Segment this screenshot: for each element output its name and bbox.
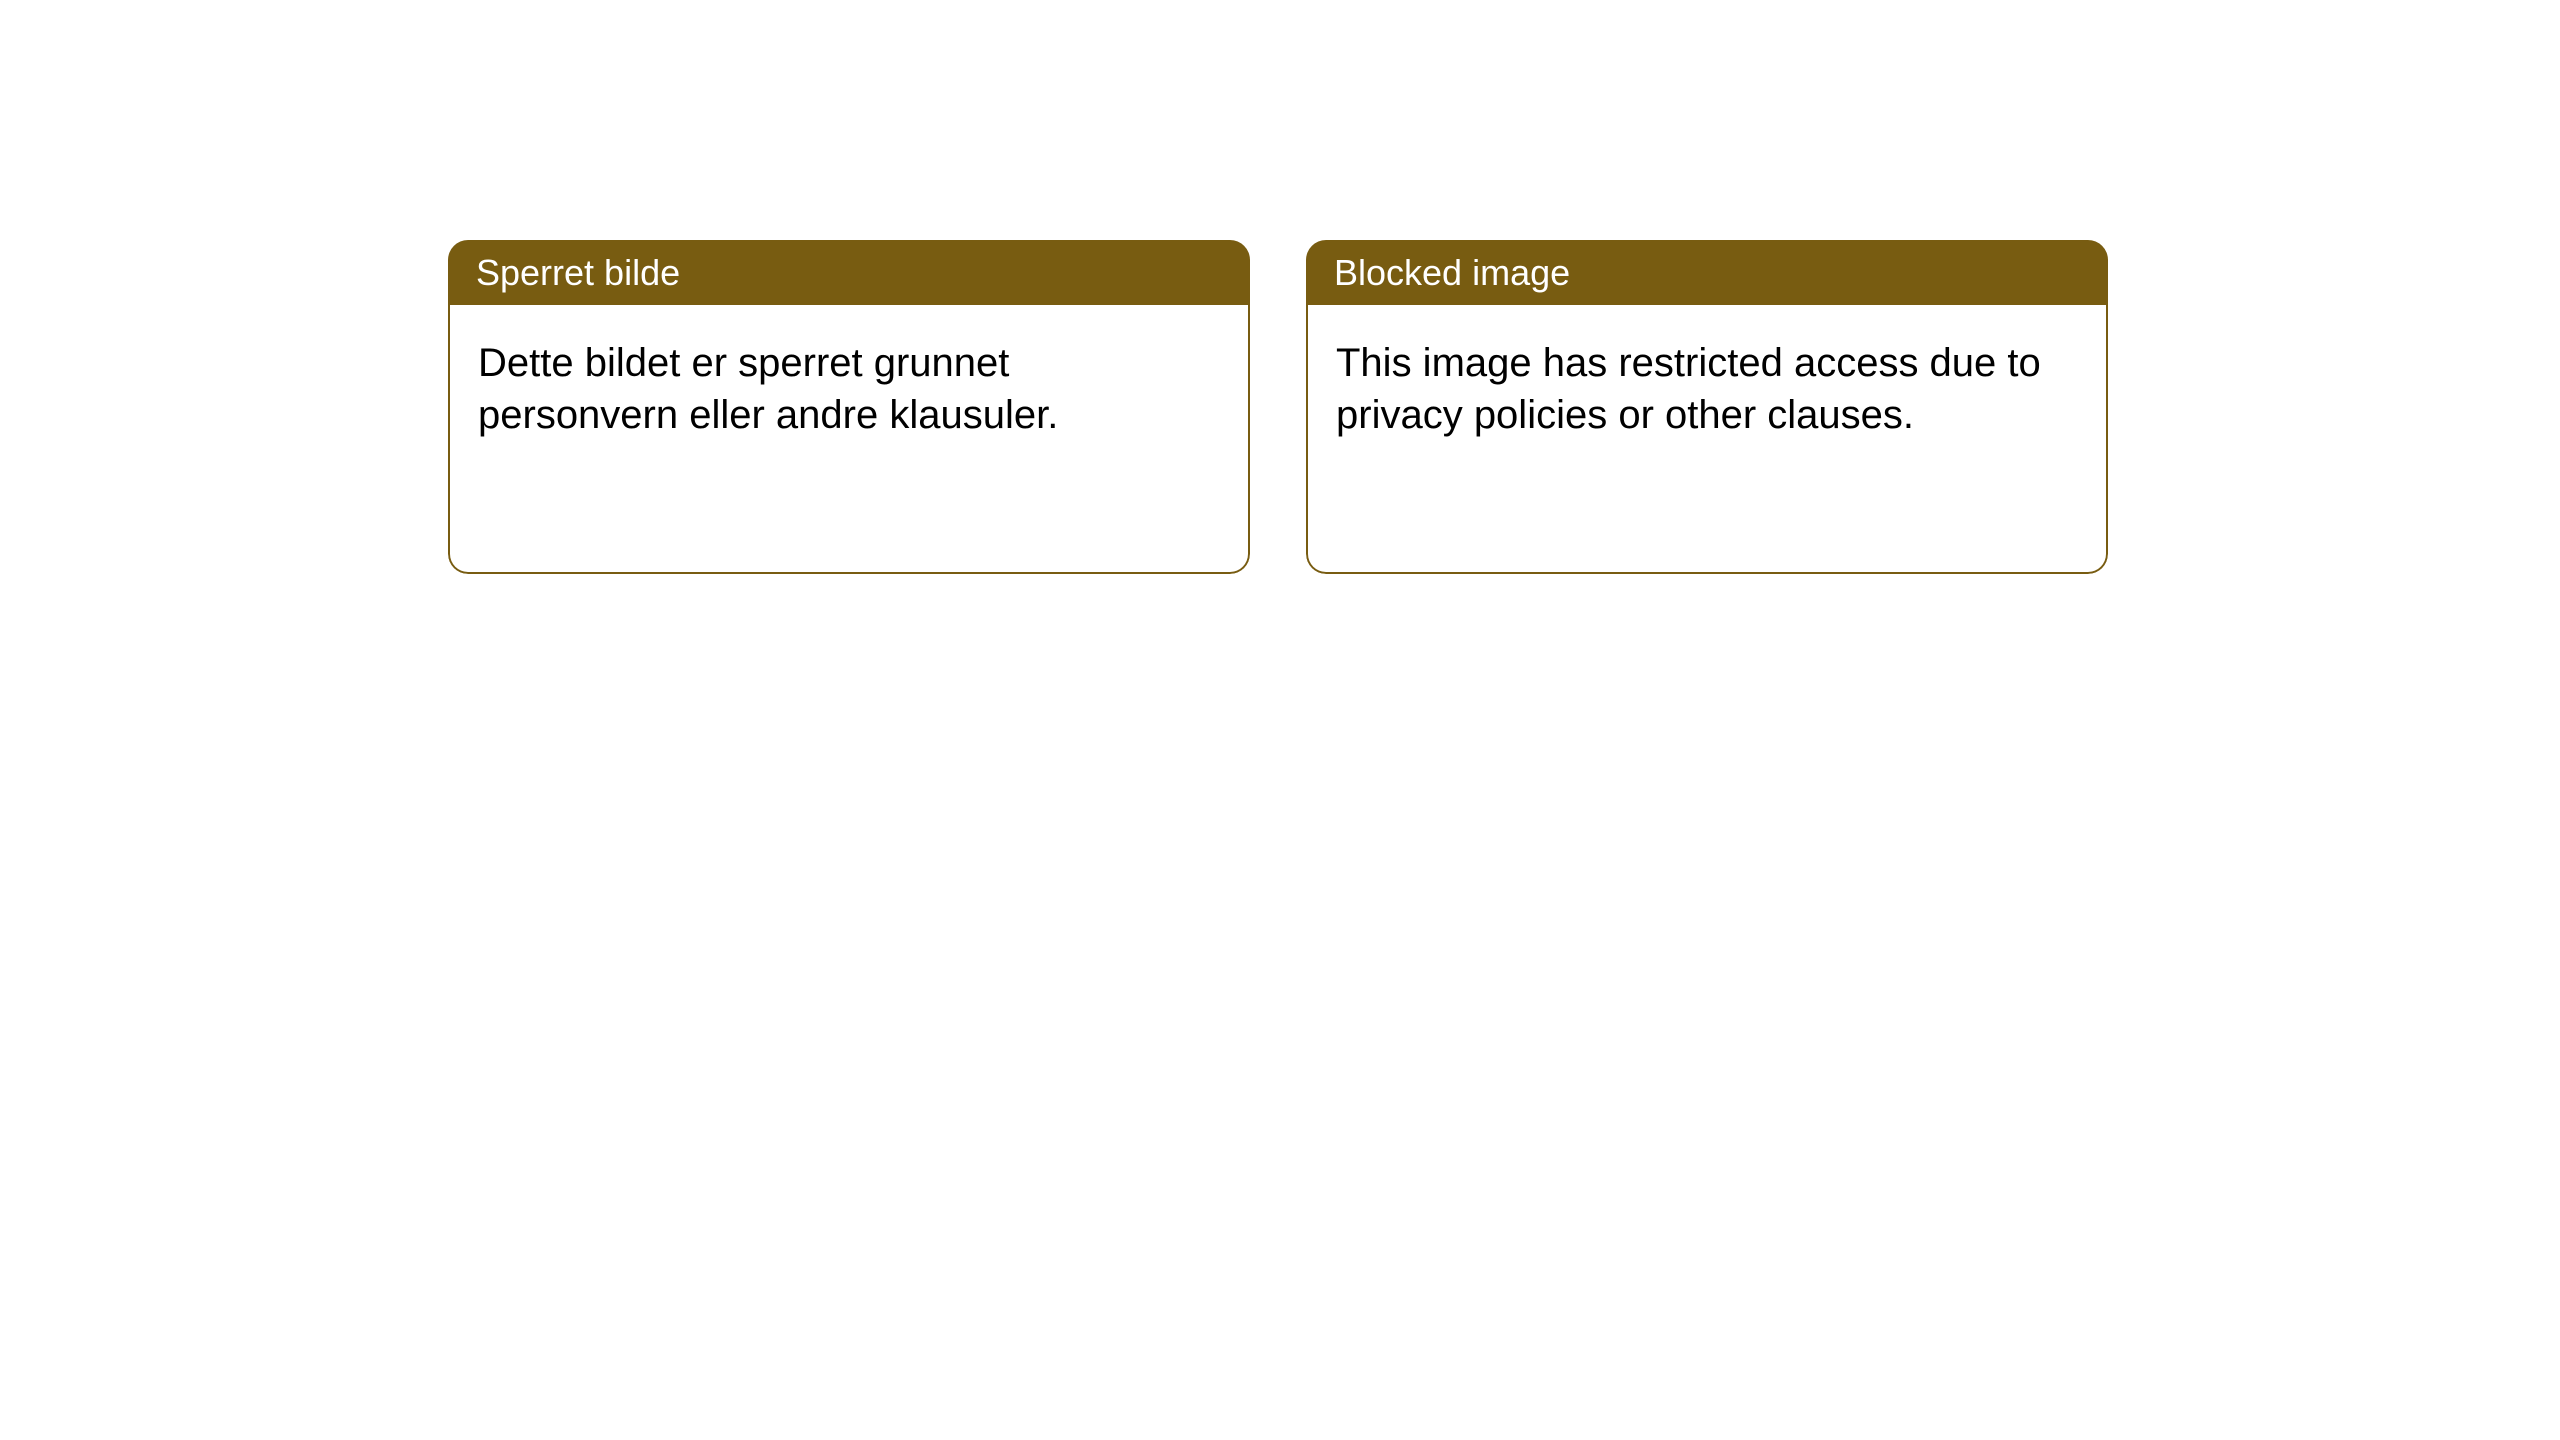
card-header: Sperret bilde bbox=[448, 240, 1250, 305]
card-header: Blocked image bbox=[1306, 240, 2108, 305]
card-body: Dette bildet er sperret grunnet personve… bbox=[448, 305, 1250, 574]
card-body: This image has restricted access due to … bbox=[1306, 305, 2108, 574]
notice-card-norwegian: Sperret bilde Dette bildet er sperret gr… bbox=[448, 240, 1250, 574]
notice-card-english: Blocked image This image has restricted … bbox=[1306, 240, 2108, 574]
notice-cards-container: Sperret bilde Dette bildet er sperret gr… bbox=[448, 240, 2560, 574]
